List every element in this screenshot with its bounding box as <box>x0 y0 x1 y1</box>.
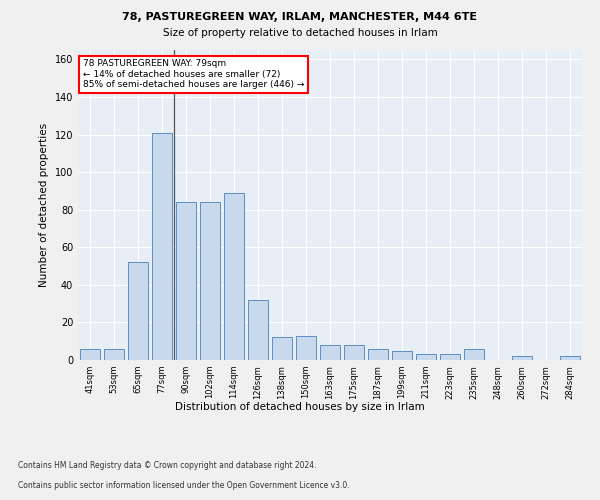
Bar <box>368 348 388 360</box>
Text: 78, PASTUREGREEN WAY, IRLAM, MANCHESTER, M44 6TE: 78, PASTUREGREEN WAY, IRLAM, MANCHESTER,… <box>122 12 478 22</box>
Bar <box>80 348 100 360</box>
Bar <box>272 338 292 360</box>
Bar <box>416 354 436 360</box>
Bar <box>560 356 580 360</box>
Bar <box>128 262 148 360</box>
Text: Contains public sector information licensed under the Open Government Licence v3: Contains public sector information licen… <box>18 481 350 490</box>
Bar <box>152 132 172 360</box>
Y-axis label: Number of detached properties: Number of detached properties <box>39 123 49 287</box>
Bar <box>320 345 340 360</box>
Text: Size of property relative to detached houses in Irlam: Size of property relative to detached ho… <box>163 28 437 38</box>
Text: 78 PASTUREGREEN WAY: 79sqm
← 14% of detached houses are smaller (72)
85% of semi: 78 PASTUREGREEN WAY: 79sqm ← 14% of deta… <box>83 60 304 89</box>
Bar <box>224 193 244 360</box>
Bar <box>344 345 364 360</box>
Bar <box>440 354 460 360</box>
Text: Distribution of detached houses by size in Irlam: Distribution of detached houses by size … <box>175 402 425 412</box>
Bar <box>296 336 316 360</box>
Bar <box>104 348 124 360</box>
Text: Contains HM Land Registry data © Crown copyright and database right 2024.: Contains HM Land Registry data © Crown c… <box>18 461 317 470</box>
Bar <box>392 350 412 360</box>
Bar <box>464 348 484 360</box>
Bar <box>248 300 268 360</box>
Bar <box>512 356 532 360</box>
Bar <box>176 202 196 360</box>
Bar <box>200 202 220 360</box>
